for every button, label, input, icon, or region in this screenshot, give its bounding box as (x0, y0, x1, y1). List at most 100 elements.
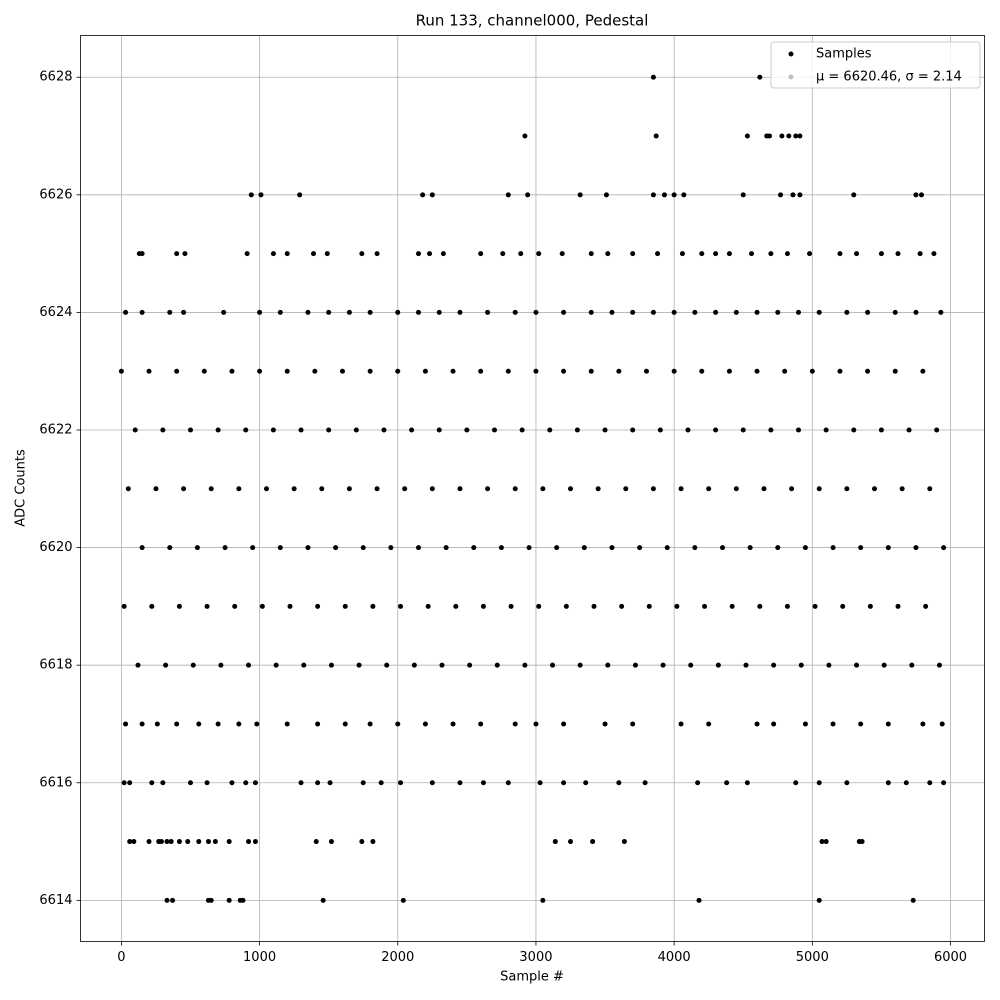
point (182, 251, 188, 257)
point (588, 251, 594, 257)
point (429, 192, 435, 198)
point (248, 192, 254, 198)
point (263, 486, 269, 492)
point (768, 427, 774, 433)
point (605, 662, 611, 668)
point (328, 839, 334, 845)
point (440, 251, 446, 257)
point (793, 133, 799, 139)
point (909, 662, 915, 668)
point (761, 486, 767, 492)
point (685, 427, 691, 433)
point (226, 839, 232, 845)
point (844, 780, 850, 786)
point (190, 662, 196, 668)
point (174, 368, 180, 374)
point (754, 721, 760, 727)
point (328, 662, 334, 668)
point (740, 192, 746, 198)
point (187, 427, 193, 433)
point (588, 368, 594, 374)
point (646, 603, 652, 609)
point (305, 309, 311, 315)
point (858, 721, 864, 727)
point (561, 721, 567, 727)
point (478, 251, 484, 257)
point (807, 251, 813, 257)
point (342, 721, 348, 727)
point (713, 427, 719, 433)
point (450, 368, 456, 374)
point (246, 662, 252, 668)
point (218, 662, 224, 668)
point (743, 662, 749, 668)
point (671, 368, 677, 374)
point (784, 603, 790, 609)
point (125, 486, 131, 492)
point (327, 780, 333, 786)
point (757, 603, 763, 609)
point (277, 545, 283, 551)
point (154, 721, 160, 727)
point (359, 251, 365, 257)
point (402, 486, 408, 492)
point (865, 309, 871, 315)
y-tick-label: 6616 (39, 775, 72, 790)
point (485, 486, 491, 492)
point (802, 545, 808, 551)
point (671, 192, 677, 198)
point (931, 251, 937, 257)
plot-frame (80, 35, 985, 942)
point (243, 427, 249, 433)
y-tick-label: 6622 (39, 423, 72, 438)
point (554, 545, 560, 551)
point (123, 309, 129, 315)
point (660, 662, 666, 668)
x-tick-label: 1000 (243, 950, 276, 965)
point (885, 780, 891, 786)
point (284, 721, 290, 727)
point (858, 545, 864, 551)
point (257, 368, 263, 374)
y-tick-label: 6624 (39, 305, 72, 320)
point (146, 839, 152, 845)
point (605, 251, 611, 257)
point (616, 780, 622, 786)
point (139, 545, 145, 551)
point (139, 309, 145, 315)
point (324, 251, 330, 257)
point (518, 251, 524, 257)
point (865, 368, 871, 374)
point (480, 780, 486, 786)
point (812, 603, 818, 609)
point (854, 251, 860, 257)
point (878, 427, 884, 433)
point (899, 486, 905, 492)
legend-marker (788, 74, 794, 80)
point (588, 309, 594, 315)
point (512, 721, 518, 727)
point (519, 427, 525, 433)
point (913, 545, 919, 551)
point (215, 427, 221, 433)
point (733, 486, 739, 492)
point (796, 309, 802, 315)
legend-box (770, 41, 981, 89)
point (254, 721, 260, 727)
point (602, 427, 608, 433)
point (939, 721, 945, 727)
point (215, 721, 221, 727)
point (315, 780, 321, 786)
point (187, 780, 193, 786)
point (270, 251, 276, 257)
point (181, 309, 187, 315)
point (370, 839, 376, 845)
point (630, 427, 636, 433)
point (603, 192, 609, 198)
point (699, 368, 705, 374)
point (181, 486, 187, 492)
point (616, 368, 622, 374)
point (699, 251, 705, 257)
point (798, 662, 804, 668)
